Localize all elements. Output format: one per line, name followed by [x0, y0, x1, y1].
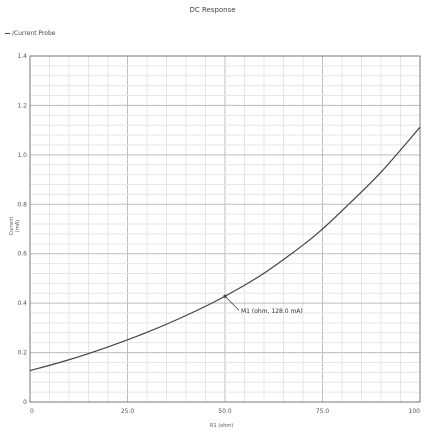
x-axis-label: R1 (ohm) — [210, 423, 234, 429]
series — [29, 126, 421, 372]
x-tick-label: 0 — [30, 408, 34, 415]
series-line — [29, 126, 421, 372]
annotation: M1 (ohm, 128.0 mA) — [223, 294, 303, 315]
x-tick-label: 25.0 — [121, 408, 135, 415]
y-tick-label: 0.6 — [17, 251, 27, 258]
grid — [30, 56, 420, 402]
y-tick-label: 1.4 — [17, 53, 27, 60]
legend: /Current Probe — [5, 30, 55, 37]
x-tick-label: 50.0 — [218, 408, 232, 415]
y-tick-label: 0.2 — [17, 350, 27, 357]
annotation-marker — [223, 294, 227, 298]
y-tick-label: 1.0 — [17, 152, 27, 159]
x-tick-label: 75.0 — [316, 408, 330, 415]
x-tick-label: 100 — [409, 408, 421, 415]
tick-labels: 0 25.0 50.0 75.0 100 0 0.2 0.4 0.6 0.8 1.0 1.2 1.4 — [17, 53, 420, 415]
legend-swatch — [5, 33, 10, 34]
legend-label: /Current Probe — [12, 30, 56, 37]
y-tick-label: 0 — [23, 399, 27, 406]
chart-title: DC Response — [189, 6, 236, 14]
y-tick-label: 0.8 — [17, 201, 27, 208]
plot-frame — [29, 55, 421, 403]
annotation-label: M1 (ohm, 128.0 mA) — [241, 308, 303, 315]
y-tick-label: 0.4 — [17, 300, 27, 307]
annotation-leader — [224, 295, 240, 311]
y-tick-label: 1.2 — [17, 102, 27, 109]
